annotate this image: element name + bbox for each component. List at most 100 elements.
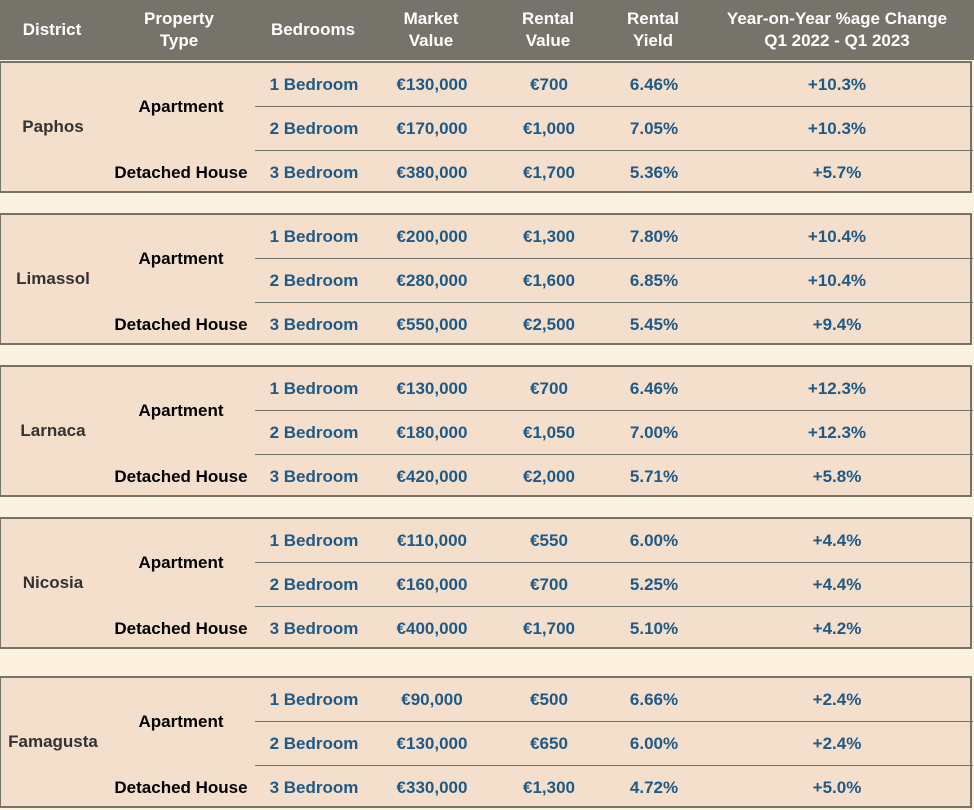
- bedrooms-cell: 2 Bedroom: [269, 119, 359, 138]
- market-value-cell: €200,000: [396, 227, 468, 246]
- rental-yield-cell: 6.46%: [629, 379, 679, 398]
- market-value-cell: €130,000: [396, 75, 468, 94]
- property-type-apartment: Apartment: [138, 97, 224, 116]
- rental-value-cell: €2,000: [523, 467, 575, 486]
- market-value-cell: €180,000: [396, 423, 468, 442]
- yoy-change-cell: +12.3%: [807, 423, 867, 442]
- table-row: 3 Bedroom €380,000 €1,700 5.36% +5.7%: [255, 150, 973, 195]
- yoy-change-cell: +10.4%: [807, 227, 867, 246]
- header-property-type: Property Type: [144, 9, 214, 50]
- table-header: District Property Type Bedrooms Market V…: [0, 0, 974, 60]
- header-market-value: Market Value: [403, 9, 459, 50]
- table-row: 1 Bedroom €200,000 €1,300 7.80% +10.4%: [255, 215, 973, 259]
- table-row: 3 Bedroom €550,000 €2,500 5.45% +9.4%: [255, 302, 973, 347]
- table-row: 1 Bedroom €110,000 €550 6.00% +4.4%: [255, 519, 973, 563]
- yoy-change-cell: +5.7%: [812, 163, 862, 182]
- yoy-change-cell: +10.3%: [807, 75, 867, 94]
- yoy-change-cell: +5.8%: [812, 467, 862, 486]
- rental-yield-cell: 5.10%: [629, 619, 679, 638]
- property-type-detached-house: Detached House: [114, 467, 248, 486]
- market-value-cell: €550,000: [396, 315, 468, 334]
- district-name: Larnaca: [20, 421, 86, 440]
- rental-value-cell: €1,700: [523, 163, 575, 182]
- market-value-cell: €130,000: [396, 734, 468, 753]
- bedrooms-cell: 2 Bedroom: [269, 271, 359, 290]
- rental-yield-cell: 5.25%: [629, 575, 679, 594]
- property-type-detached-house: Detached House: [114, 315, 248, 334]
- district-group: Paphos Apartment Detached House 1 Bedroom €1…: [0, 61, 973, 195]
- rental-yield-cell: 6.00%: [629, 734, 679, 753]
- market-value-cell: €90,000: [401, 690, 463, 709]
- market-value-cell: €110,000: [397, 531, 467, 550]
- rental-value-cell: €700: [530, 575, 568, 594]
- yoy-change-cell: +12.3%: [807, 379, 867, 398]
- yoy-change-cell: +4.4%: [812, 531, 862, 550]
- market-value-cell: €280,000: [396, 271, 468, 290]
- table-row: 2 Bedroom €280,000 €1,600 6.85% +10.4%: [255, 258, 973, 303]
- rental-yield-cell: 6.66%: [629, 690, 679, 709]
- bedrooms-cell: 2 Bedroom: [269, 575, 359, 594]
- market-value-cell: €160,000: [396, 575, 468, 594]
- yoy-change-cell: +4.2%: [812, 619, 862, 638]
- district-name: Famagusta: [8, 732, 98, 751]
- rental-value-cell: €1,000: [523, 119, 575, 138]
- bedrooms-cell: 1 Bedroom: [269, 227, 359, 246]
- rental-yield-cell: 4.72%: [629, 778, 679, 797]
- table-row: 3 Bedroom €330,000 €1,300 4.72% +5.0%: [255, 765, 973, 810]
- yoy-change-cell: +5.0%: [812, 778, 862, 797]
- rental-yield-cell: 7.80%: [629, 227, 679, 246]
- header-yoy-change: Year-on-Year %age Change Q1 2022 - Q1 20…: [726, 9, 948, 50]
- property-type-apartment: Apartment: [138, 401, 224, 420]
- market-value-cell: €330,000: [396, 778, 468, 797]
- table-row: 3 Bedroom €420,000 €2,000 5.71% +5.8%: [255, 454, 973, 499]
- yoy-change-cell: +2.4%: [812, 734, 862, 753]
- bedrooms-cell: 3 Bedroom: [269, 778, 359, 797]
- rental-value-cell: €650: [530, 734, 568, 753]
- rental-value-cell: €500: [530, 690, 568, 709]
- district-group: Famagusta Apartment Detached House 1 Bedroo…: [0, 676, 973, 810]
- bedrooms-cell: 1 Bedroom: [269, 75, 359, 94]
- rental-yield-cell: 6.85%: [629, 271, 679, 290]
- rental-yield-cell: 5.45%: [629, 315, 679, 334]
- yoy-change-cell: +4.4%: [812, 575, 862, 594]
- bedrooms-cell: 3 Bedroom: [269, 315, 359, 334]
- bedrooms-cell: 3 Bedroom: [269, 467, 359, 486]
- district-name: Paphos: [22, 117, 84, 136]
- yoy-change-cell: +10.3%: [807, 119, 867, 138]
- rental-value-cell: €700: [530, 75, 568, 94]
- bedrooms-cell: 1 Bedroom: [269, 379, 359, 398]
- bedrooms-cell: 3 Bedroom: [269, 163, 359, 182]
- table-row: 2 Bedroom €160,000 €700 5.25% +4.4%: [255, 562, 973, 607]
- property-type-apartment: Apartment: [138, 249, 224, 268]
- property-type-detached-house: Detached House: [114, 163, 248, 182]
- rental-yield-cell: 5.36%: [629, 163, 679, 182]
- bedrooms-cell: 1 Bedroom: [269, 690, 359, 709]
- bedrooms-cell: 3 Bedroom: [269, 619, 359, 638]
- yoy-change-cell: +10.4%: [807, 271, 867, 290]
- rental-yield-cell: 7.05%: [629, 119, 679, 138]
- rental-yield-cell: 6.46%: [629, 75, 679, 94]
- yoy-change-cell: +9.4%: [812, 315, 862, 334]
- rental-value-cell: €2,500: [523, 315, 575, 334]
- table-row: 2 Bedroom €170,000 €1,000 7.05% +10.3%: [255, 106, 973, 151]
- header-district: District: [22, 20, 82, 39]
- bedrooms-cell: 2 Bedroom: [269, 734, 359, 753]
- yoy-change-cell: +2.4%: [812, 690, 862, 709]
- market-value-cell: €400,000: [396, 619, 468, 638]
- table-row: 1 Bedroom €130,000 €700 6.46% +12.3%: [255, 367, 973, 411]
- header-rental-yield: Rental Yield: [627, 9, 679, 50]
- table-row: 1 Bedroom €130,000 €700 6.46% +10.3%: [255, 63, 973, 107]
- property-type-apartment: Apartment: [138, 712, 224, 731]
- rental-value-cell: €1,050: [523, 423, 575, 442]
- district-group: Nicosia Apartment Detached House 1 Bedroom €…: [0, 517, 973, 649]
- market-value-cell: €170,000: [396, 119, 468, 138]
- table-row: 2 Bedroom €180,000 €1,050 7.00% +12.3%: [255, 410, 973, 455]
- district-name: Limassol: [16, 269, 90, 288]
- district-group: Larnaca Apartment Detached House 1 Bedroom €…: [0, 365, 973, 499]
- market-value-cell: €380,000: [396, 163, 468, 182]
- rental-value-cell: €1,600: [523, 271, 575, 290]
- rental-value-cell: €1,300: [523, 778, 575, 797]
- property-type-apartment: Apartment: [138, 553, 224, 572]
- bedrooms-cell: 2 Bedroom: [269, 423, 359, 442]
- rental-value-cell: €1,700: [523, 619, 575, 638]
